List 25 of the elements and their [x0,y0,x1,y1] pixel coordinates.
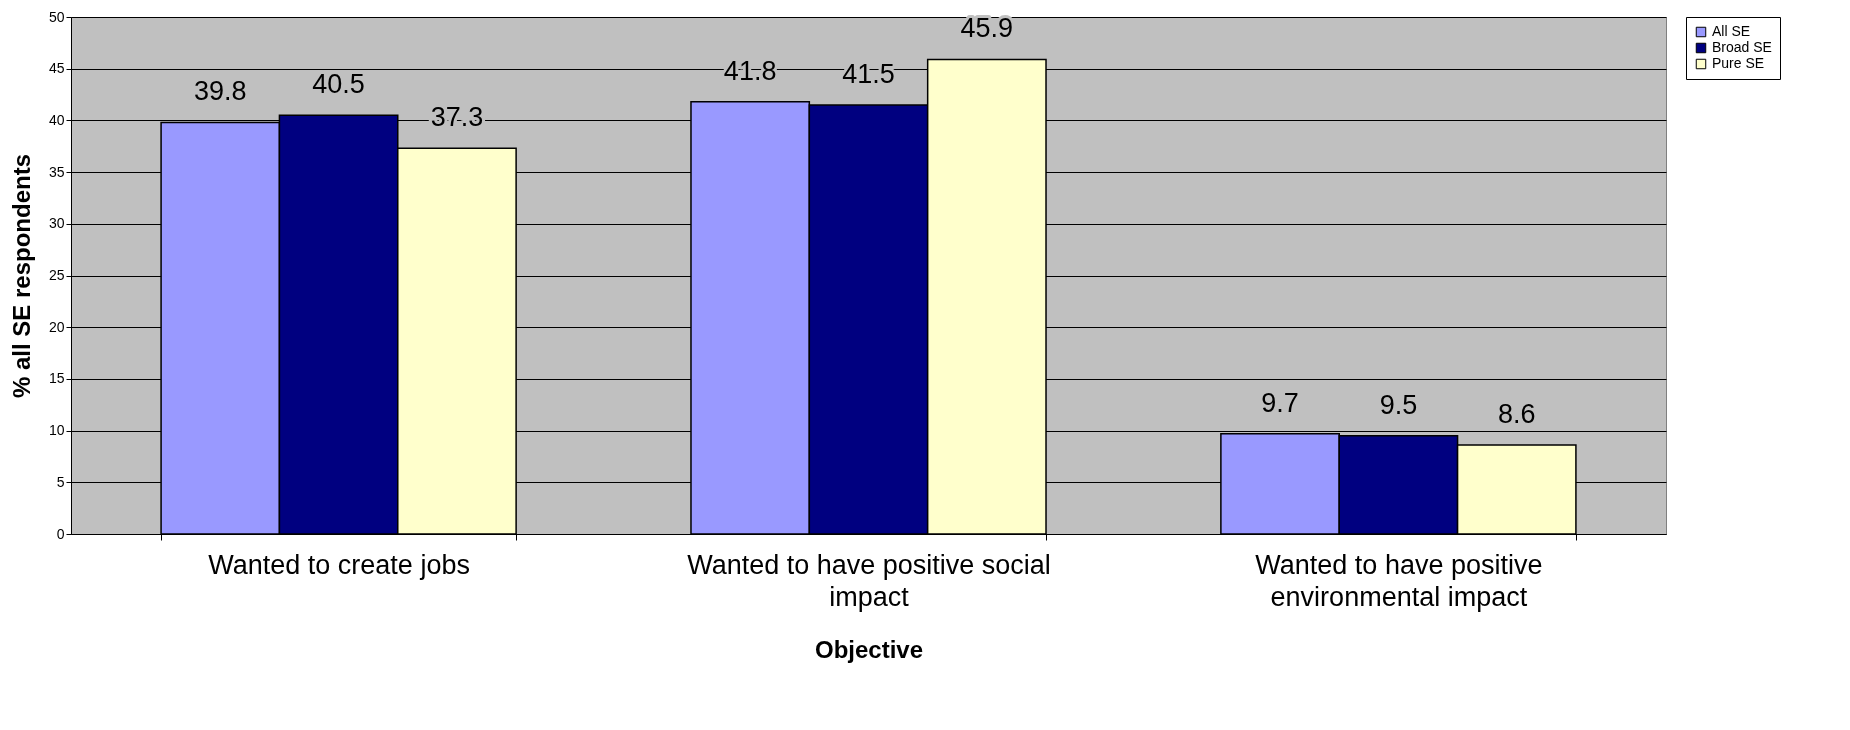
data-label: 9.5 [1379,389,1418,420]
y-tick-label: 45 [48,60,65,77]
data-label: 8.6 [1497,399,1536,430]
data-label: 45.9 [960,13,1014,44]
legend-label: Pure SE [1712,55,1765,71]
y-tick-label: 0 [56,525,65,542]
x-tick-label: Wanted to have positive environmental impact [1255,549,1543,612]
y-tick-label: 15 [48,370,65,387]
y-tick-label: 5 [56,473,65,490]
y-tick-label: 20 [48,318,65,335]
legend-label: All SE [1712,23,1751,39]
y-tick-label: 50 [48,8,65,25]
x-tick-label: Wanted to have positive social impact [687,549,1051,612]
y-axis-title: % all SE respondents [7,153,35,399]
x-tick-label: Wanted to create jobs [208,549,470,580]
y-tick-label: 35 [48,163,65,180]
y-tick-label: 40 [48,111,65,128]
y-tick-label: 30 [48,215,65,232]
data-label: 9.7 [1261,387,1299,418]
y-tick-label: 25 [48,267,65,283]
y-tick-label: 10 [48,422,65,439]
data-label: 39.8 [193,76,247,107]
x-axis-title: Objective [814,635,924,663]
data-label: 40.5 [312,69,365,100]
legend-label: Broad SE [1712,39,1772,55]
